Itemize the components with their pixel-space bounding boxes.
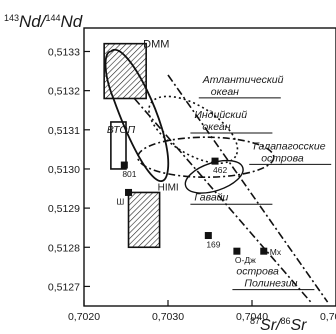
field-box-2 bbox=[110, 121, 127, 170]
field-box-0 bbox=[103, 42, 147, 100]
x-tick-label: 0,7040 bbox=[236, 311, 268, 323]
field-label-vtop: ВТОП bbox=[107, 124, 136, 136]
region-label: Галапагосские bbox=[253, 140, 326, 152]
region-label: Индийский bbox=[194, 109, 247, 121]
x-tick-label: 0,7050 bbox=[320, 311, 336, 323]
region-label-line2: океан bbox=[202, 121, 230, 133]
sample-point bbox=[260, 247, 268, 255]
trend-line-0 bbox=[167, 74, 329, 303]
sample-point bbox=[125, 188, 133, 196]
y-tick-label: 0,5133 bbox=[48, 46, 80, 58]
region-label-line2: острова bbox=[261, 152, 304, 164]
region-label-line2: океан bbox=[211, 86, 239, 98]
region-label: Гавайи bbox=[194, 191, 228, 203]
sample-point-label: О-Дж bbox=[235, 255, 256, 265]
plot-area-frame bbox=[83, 27, 336, 307]
sample-point-label: 801 bbox=[122, 169, 136, 179]
indian-field-outline bbox=[148, 95, 239, 165]
y-tick-label: 0,5128 bbox=[48, 242, 80, 254]
x-axis-title: 87Sr/86Sr bbox=[250, 316, 307, 334]
y-tick-label: 0,5130 bbox=[48, 164, 80, 176]
field-label-himi: HIMI bbox=[158, 182, 179, 193]
y-tick-label: 0,5131 bbox=[48, 125, 80, 137]
y-axis-title: 143Nd/144Nd bbox=[4, 12, 83, 31]
sample-point bbox=[233, 247, 241, 255]
trend-line-1 bbox=[133, 97, 312, 303]
galapagos-field-outline bbox=[137, 136, 275, 179]
field-label-dmm: DMM bbox=[143, 39, 169, 51]
sample-point bbox=[211, 157, 219, 165]
x-tick-label: 0,7030 bbox=[152, 311, 184, 323]
sample-point-label: Ш bbox=[117, 196, 125, 206]
sample-point-label: 462 bbox=[213, 165, 227, 175]
hawaii-field-outline bbox=[184, 159, 244, 194]
region-label: Атлантический bbox=[202, 74, 284, 86]
field-box-1 bbox=[127, 191, 161, 249]
y-tick-label: 0,5129 bbox=[48, 203, 80, 215]
region-label-line2: Полинезии bbox=[244, 278, 297, 290]
atlantic-field-outline bbox=[104, 48, 170, 182]
sample-point-label: Мх bbox=[270, 247, 282, 257]
sample-point bbox=[204, 232, 212, 240]
sample-point-label: 169 bbox=[206, 240, 220, 250]
y-tick-label: 0,5132 bbox=[48, 86, 80, 98]
y-tick-label: 0,5127 bbox=[48, 281, 80, 293]
x-tick-label: 0,7020 bbox=[68, 311, 100, 323]
region-label: острова bbox=[236, 266, 279, 278]
sample-point bbox=[120, 161, 128, 169]
